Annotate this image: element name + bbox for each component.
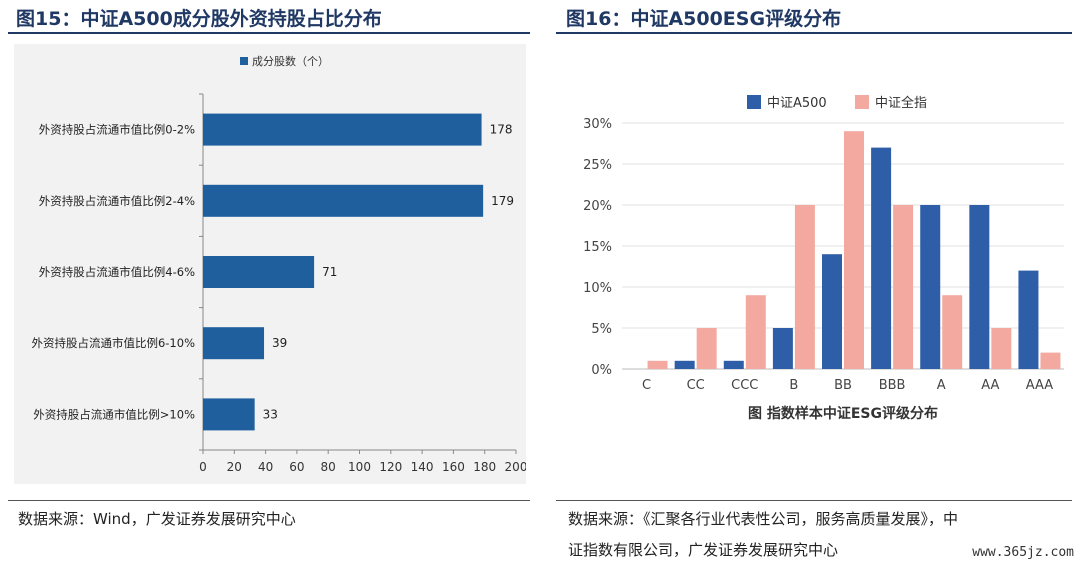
category-label: BBB xyxy=(879,378,906,393)
category-label: 外资持股占流通市值比例4-6% xyxy=(39,265,195,279)
x-tick-label: 100 xyxy=(348,460,371,474)
bar xyxy=(844,131,864,369)
bar-value-label: 178 xyxy=(490,123,513,137)
left-source-rule xyxy=(8,500,530,501)
y-tick-label: 15% xyxy=(583,240,612,255)
category-label: 外资持股占流通市值比例>10% xyxy=(33,407,195,421)
legend-swatch-a500 xyxy=(747,95,761,109)
x-tick-label: 140 xyxy=(411,460,434,474)
bar xyxy=(203,184,484,217)
foreign-holding-bar-chart: 成分股数（个） 0 20 40 60 80 100 120 140 160 180 200 178 外资持… xyxy=(31,55,527,474)
category-label: AAA xyxy=(1026,378,1054,393)
watermark: www.365jz.com xyxy=(972,545,1074,560)
bar-value-label: 33 xyxy=(263,407,278,421)
x-tick-label: 200 xyxy=(505,460,526,474)
bar xyxy=(920,205,941,369)
y-tick-label: 20% xyxy=(583,199,612,214)
bar xyxy=(969,205,990,369)
bar xyxy=(674,360,695,369)
bar xyxy=(794,205,815,369)
bar xyxy=(745,295,766,369)
bar-value-label: 179 xyxy=(491,194,514,208)
x-tick-label: 180 xyxy=(473,460,496,474)
y-tick-label: 0% xyxy=(591,363,612,378)
right-source-note: 数据来源：《汇聚各行业代表性公司，服务高质量发展》，中 证指数有限公司，广发证券… xyxy=(568,504,1068,566)
left-chart-area: 成分股数（个） 0 20 40 60 80 100 120 140 160 180 200 178 外资持… xyxy=(14,44,527,484)
category-label: 外资持股占流通市值比例6-10% xyxy=(31,336,195,350)
bar-value-label: 39 xyxy=(272,336,287,350)
x-tick-label: 0 xyxy=(199,460,207,474)
x-tick-label: 160 xyxy=(442,460,465,474)
y-tick-label: 5% xyxy=(591,322,612,337)
bar xyxy=(723,360,744,369)
category-label: CC xyxy=(687,378,705,393)
bar xyxy=(1040,352,1061,369)
category-label: CCC xyxy=(731,378,758,393)
bar xyxy=(1018,270,1039,369)
bar xyxy=(942,295,963,369)
bar xyxy=(203,327,265,360)
bar xyxy=(991,328,1012,369)
legend-label-a500: 中证A500 xyxy=(767,96,827,111)
bar xyxy=(772,328,793,369)
bar xyxy=(871,147,892,369)
y-tick-label: 25% xyxy=(583,158,612,173)
right-title-rule xyxy=(556,32,1072,34)
category-label: BB xyxy=(834,378,852,393)
right-source-line-1: 数据来源：《汇聚各行业代表性公司，服务高质量发展》，中 xyxy=(568,510,959,528)
legend-swatch xyxy=(240,57,248,65)
x-tick-label: 120 xyxy=(379,460,402,474)
category-label: B xyxy=(789,378,798,393)
bar xyxy=(647,360,668,369)
bar xyxy=(893,205,914,369)
x-tick-label: 60 xyxy=(289,460,304,474)
category-label: 外资持股占流通市值比例2-4% xyxy=(39,194,195,208)
left-source-note: 数据来源：Wind，广发证券发展研究中心 xyxy=(18,510,296,528)
category-label: AA xyxy=(981,378,999,393)
left-title-rule xyxy=(8,32,530,34)
category-label: C xyxy=(642,378,651,393)
bar-value-label: 71 xyxy=(322,265,337,279)
bar xyxy=(203,398,255,431)
legend-label: 成分股数（个） xyxy=(252,55,329,68)
bar xyxy=(696,328,717,369)
bar xyxy=(203,113,482,146)
legend-swatch-all xyxy=(855,95,869,109)
y-tick-label: 10% xyxy=(583,281,612,296)
legend-label-all: 中证全指 xyxy=(875,95,927,111)
bar xyxy=(822,254,842,369)
right-source-rule xyxy=(556,500,1072,501)
bar xyxy=(203,256,315,288)
right-chart-area: 中证A500 中证全指 0% 5% 10% 15% 20% 25% 30% C CC CCC B BB BB… xyxy=(562,44,1068,484)
left-chart-title: 图15：中证A500成分股外资持股占比分布 xyxy=(16,8,382,30)
chart-caption: 图 指数样本中证ESG评级分布 xyxy=(748,405,938,422)
category-label: 外资持股占流通市值比例0-2% xyxy=(39,123,195,137)
right-source-line-2: 证指数有限公司，广发证券发展研究中心 xyxy=(568,541,839,559)
x-tick-label: 20 xyxy=(227,460,242,474)
x-tick-label: 40 xyxy=(258,460,273,474)
category-label: A xyxy=(937,378,946,393)
right-chart-title: 图16：中证A500ESG评级分布 xyxy=(566,8,842,30)
x-tick-label: 80 xyxy=(321,460,336,474)
y-tick-label: 30% xyxy=(583,117,612,132)
